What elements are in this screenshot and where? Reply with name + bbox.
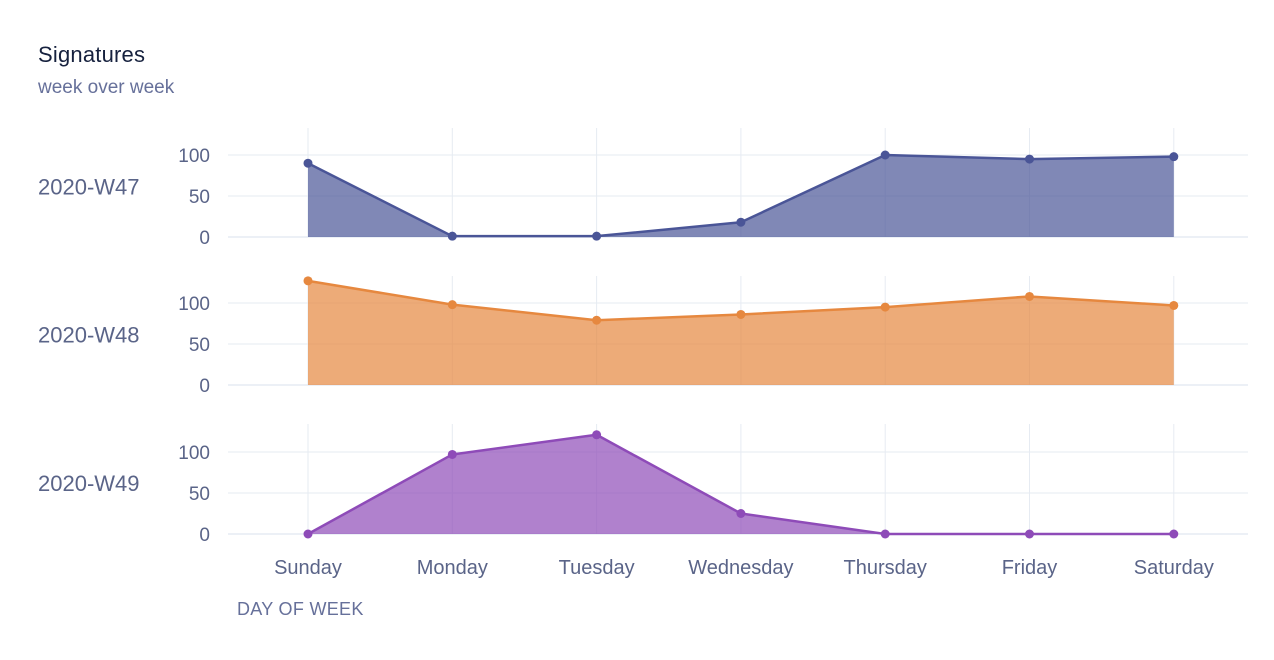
y-tick-label: 100 xyxy=(178,294,210,315)
data-point xyxy=(303,158,313,168)
data-point xyxy=(447,300,457,310)
chart-title: Signatures xyxy=(38,42,146,67)
series-label: 2020-W47 xyxy=(38,175,140,200)
data-point xyxy=(1169,529,1179,539)
data-point xyxy=(736,309,746,319)
data-point xyxy=(880,529,890,539)
y-tick-label: 100 xyxy=(178,146,210,167)
y-tick-label: 50 xyxy=(189,484,210,505)
y-tick-label: 100 xyxy=(178,443,210,464)
y-tick-label: 0 xyxy=(199,228,210,249)
data-point xyxy=(880,302,890,312)
data-point xyxy=(1025,529,1034,539)
series-area xyxy=(308,434,1174,534)
data-point xyxy=(447,231,457,241)
series-label: 2020-W48 xyxy=(38,323,140,348)
data-point xyxy=(1169,152,1179,162)
data-point xyxy=(736,509,746,518)
y-tick-label: 50 xyxy=(189,187,210,208)
x-tick-label: Monday xyxy=(417,557,488,579)
data-point xyxy=(736,217,746,227)
series-area xyxy=(308,155,1174,237)
data-point xyxy=(1025,291,1034,301)
data-point xyxy=(592,231,602,241)
data-point xyxy=(1169,300,1179,310)
data-point xyxy=(447,449,457,459)
data-point xyxy=(880,150,890,160)
data-point xyxy=(303,529,313,539)
series-area xyxy=(308,280,1174,385)
x-tick-label: Friday xyxy=(1002,557,1058,579)
x-axis-label: DAY OF WEEK xyxy=(237,599,364,619)
data-point xyxy=(592,315,602,325)
x-tick-label: Thursday xyxy=(844,557,927,579)
x-tick-label: Sunday xyxy=(274,557,342,579)
y-tick-label: 50 xyxy=(189,335,210,356)
chart-subtitle: week over week xyxy=(38,77,175,98)
data-point xyxy=(303,276,313,286)
series-label: 2020-W49 xyxy=(38,471,140,496)
y-tick-label: 0 xyxy=(199,376,210,397)
x-tick-label: Tuesday xyxy=(559,557,635,579)
data-point xyxy=(1025,154,1034,164)
y-tick-label: 0 xyxy=(199,525,210,546)
x-tick-label: Wednesday xyxy=(688,557,793,579)
data-point xyxy=(592,430,602,440)
x-tick-label: Saturday xyxy=(1134,557,1214,579)
